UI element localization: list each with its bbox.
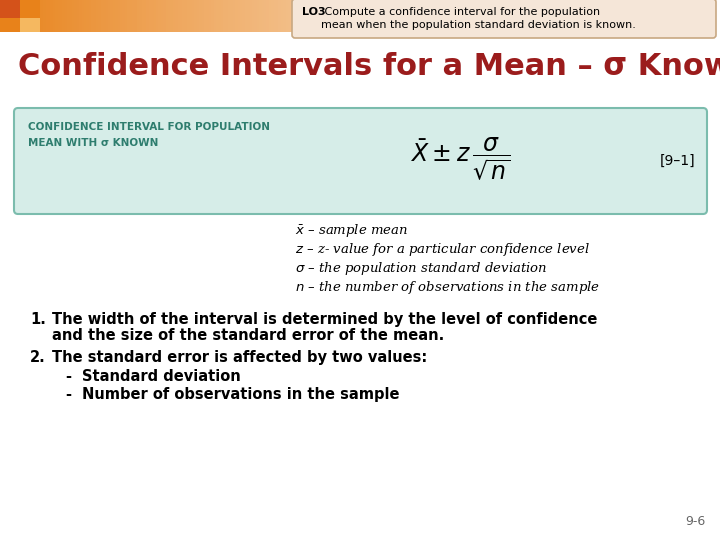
Bar	[0, 18, 20, 32]
Text: The width of the interval is determined by the level of confidence: The width of the interval is determined …	[52, 312, 598, 327]
Text: $n$ – the number of observations in the sample: $n$ – the number of observations in the …	[295, 279, 600, 296]
FancyBboxPatch shape	[14, 108, 707, 214]
Text: LO3: LO3	[302, 7, 325, 17]
Text: 9-6: 9-6	[685, 515, 705, 528]
Text: Confidence Intervals for a Mean – σ Known: Confidence Intervals for a Mean – σ Know…	[18, 52, 720, 81]
Text: Standard deviation: Standard deviation	[82, 369, 240, 384]
Bar	[20, 18, 40, 32]
Text: MEAN WITH σ KNOWN: MEAN WITH σ KNOWN	[28, 138, 158, 148]
Text: Number of observations in the sample: Number of observations in the sample	[82, 387, 400, 402]
Text: The standard error is affected by two values:: The standard error is affected by two va…	[52, 350, 427, 365]
Text: 1.: 1.	[30, 312, 46, 327]
FancyBboxPatch shape	[292, 0, 716, 38]
Text: -: -	[65, 387, 71, 402]
Text: [9–1]: [9–1]	[660, 154, 695, 168]
Text: -: -	[65, 369, 71, 384]
Text: $\bar{x}$ – sample mean: $\bar{x}$ – sample mean	[295, 222, 408, 239]
Bar	[20, 0, 40, 18]
Text: Compute a confidence interval for the population
mean when the population standa: Compute a confidence interval for the po…	[321, 7, 636, 30]
Text: and the size of the standard error of the mean.: and the size of the standard error of th…	[52, 328, 444, 343]
Text: $\sigma$ – the population standard deviation: $\sigma$ – the population standard devia…	[295, 260, 547, 277]
Text: $\bar{X} \pm z\,\dfrac{\sigma}{\sqrt{n}}$: $\bar{X} \pm z\,\dfrac{\sigma}{\sqrt{n}}…	[410, 136, 510, 183]
Bar	[0, 0, 20, 18]
Text: CONFIDENCE INTERVAL FOR POPULATION: CONFIDENCE INTERVAL FOR POPULATION	[28, 122, 270, 132]
Text: 2.: 2.	[30, 350, 46, 365]
Text: $z$ – z- value for a particular confidence level: $z$ – z- value for a particular confiden…	[295, 241, 590, 258]
